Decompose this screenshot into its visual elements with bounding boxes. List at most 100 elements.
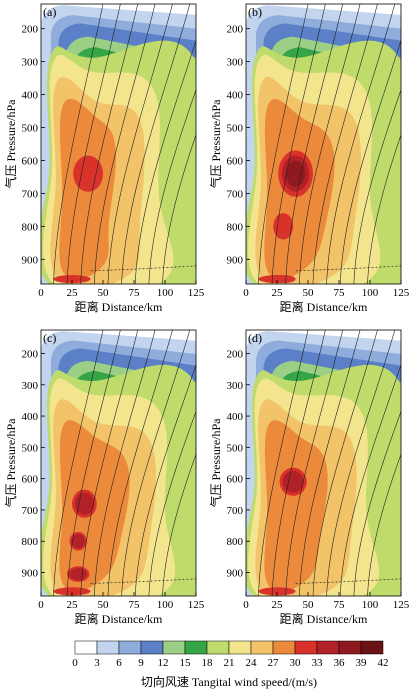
colorbar-cell	[250, 640, 274, 655]
x-tick-label: 0	[38, 287, 44, 299]
y-tick-label: 300	[22, 57, 39, 69]
y-axis-label: 气压 Pressure/hPa	[3, 99, 18, 189]
x-tick-label: 50	[98, 599, 110, 611]
colorbar-cell	[360, 640, 384, 655]
panel-label: (d)	[248, 331, 262, 345]
colorbar-tick-label: 33	[312, 657, 324, 669]
panel-label: (c)	[43, 331, 56, 345]
y-tick-label: 200	[227, 348, 244, 360]
colorbar-cell	[316, 640, 340, 655]
wind-core-1-11	[71, 533, 85, 549]
colorbar-tick-label: 9	[138, 657, 144, 669]
y-axis-label: 气压 Pressure/hPa	[208, 418, 223, 508]
dashed-contour	[295, 578, 401, 584]
x-tick-label: 125	[188, 599, 205, 611]
x-tick-label: 50	[303, 287, 315, 299]
colorbar-tick-label: 24	[246, 657, 258, 669]
x-axis-label: 距离 Distance/km	[280, 299, 368, 314]
plot-frame	[40, 329, 197, 597]
wind-region-27	[264, 420, 328, 592]
x-tick-label: 100	[157, 287, 174, 299]
contour-lines	[53, 4, 196, 284]
y-tick-label: 600	[227, 155, 244, 167]
x-tick-label: 100	[362, 287, 379, 299]
y-tick-label: 600	[227, 474, 244, 486]
x-axis-label: 距离 Distance/km	[75, 299, 163, 314]
y-tick-label: 700	[22, 505, 39, 517]
colorbar-tick-label: 12	[158, 657, 169, 669]
y-axis-label: 气压 Pressure/hPa	[208, 99, 223, 189]
x-tick-label: 75	[129, 287, 141, 299]
y-axis-label: 气压 Pressure/hPa	[3, 418, 18, 508]
x-tick-label: 0	[243, 599, 249, 611]
colorbar-cell	[74, 640, 98, 655]
y-tick-label: 500	[22, 123, 39, 135]
wind-core-0-12	[285, 160, 306, 187]
y-tick-label: 800	[22, 221, 39, 233]
contour-lines	[53, 330, 196, 596]
x-tick-label: 0	[38, 599, 44, 611]
colorbar-tick-label: 30	[290, 657, 302, 669]
x-tick-label: 75	[129, 599, 141, 611]
x-tick-label: 125	[393, 599, 409, 611]
y-tick-label: 600	[22, 474, 39, 486]
wind-core-0-10	[73, 155, 104, 192]
dashed-contour	[90, 578, 196, 584]
wind-field	[246, 330, 401, 596]
y-tick-label: 500	[227, 123, 244, 135]
y-tick-label: 200	[22, 348, 39, 360]
y-tick-label: 700	[22, 188, 39, 200]
y-tick-label: 200	[22, 24, 39, 36]
x-tick-label: 125	[188, 287, 205, 299]
y-tick-label: 300	[227, 380, 244, 392]
y-tick-label: 800	[22, 536, 39, 548]
y-tick-label: 700	[227, 505, 244, 517]
y-tick-label: 500	[227, 442, 244, 454]
colorbar-tick-label: 42	[378, 657, 389, 669]
colorbar-tick-label: 39	[356, 657, 368, 669]
colorbar-tick-label: 3	[94, 657, 100, 669]
panel-c: 0 25 50 75 100 125 200 300 400 500 600 700 800 900 距离 …	[3, 329, 205, 626]
colorbar-tick-label: 36	[334, 657, 346, 669]
y-tick-label: 900	[227, 568, 244, 580]
colorbar-tick-label: 21	[224, 657, 235, 669]
y-tick-label: 900	[22, 254, 39, 266]
y-tick-label: 300	[22, 380, 39, 392]
colorbar-label: 切向风速 Tangital wind speed/(m/s)	[141, 674, 317, 689]
x-tick-label: 50	[98, 287, 110, 299]
colorbar-tick-label: 0	[72, 657, 78, 669]
contour-lines	[258, 4, 401, 284]
panel-b: 0 25 50 75 100 125 200 300 400 500 600 700 800 900 距离 …	[208, 3, 409, 314]
y-tick-label: 800	[227, 221, 244, 233]
colorbar-cell	[140, 640, 164, 655]
y-tick-label: 600	[22, 155, 39, 167]
y-tick-label: 500	[22, 442, 39, 454]
x-tick-label: 100	[157, 599, 174, 611]
contour-lines	[258, 330, 401, 596]
wind-core-0-11	[74, 492, 95, 515]
y-tick-label: 800	[227, 536, 244, 548]
panel-label: (a)	[43, 5, 56, 19]
colorbar-cell	[272, 640, 296, 655]
y-tick-label: 700	[227, 188, 244, 200]
x-tick-label: 75	[334, 287, 346, 299]
y-tick-label: 400	[22, 90, 39, 102]
wind-field	[41, 330, 196, 596]
y-tick-label: 900	[227, 254, 244, 266]
wind-core-0-11	[282, 470, 304, 493]
y-tick-label: 400	[22, 411, 39, 423]
colorbar-cell	[228, 640, 252, 655]
x-tick-label: 75	[334, 599, 346, 611]
colorbar-tick-label: 6	[116, 657, 122, 669]
colorbar-tick-label: 27	[268, 657, 280, 669]
colorbar-cell	[206, 640, 230, 655]
panel-label: (b)	[248, 5, 262, 19]
colorbar-cell	[162, 640, 186, 655]
wind-field	[41, 4, 196, 284]
x-tick-label: 25	[272, 599, 284, 611]
panel-d: 0 25 50 75 100 125 200 300 400 500 600 700 800 900 距离 …	[208, 329, 409, 626]
x-tick-label: 25	[67, 287, 79, 299]
y-tick-label: 900	[22, 568, 39, 580]
